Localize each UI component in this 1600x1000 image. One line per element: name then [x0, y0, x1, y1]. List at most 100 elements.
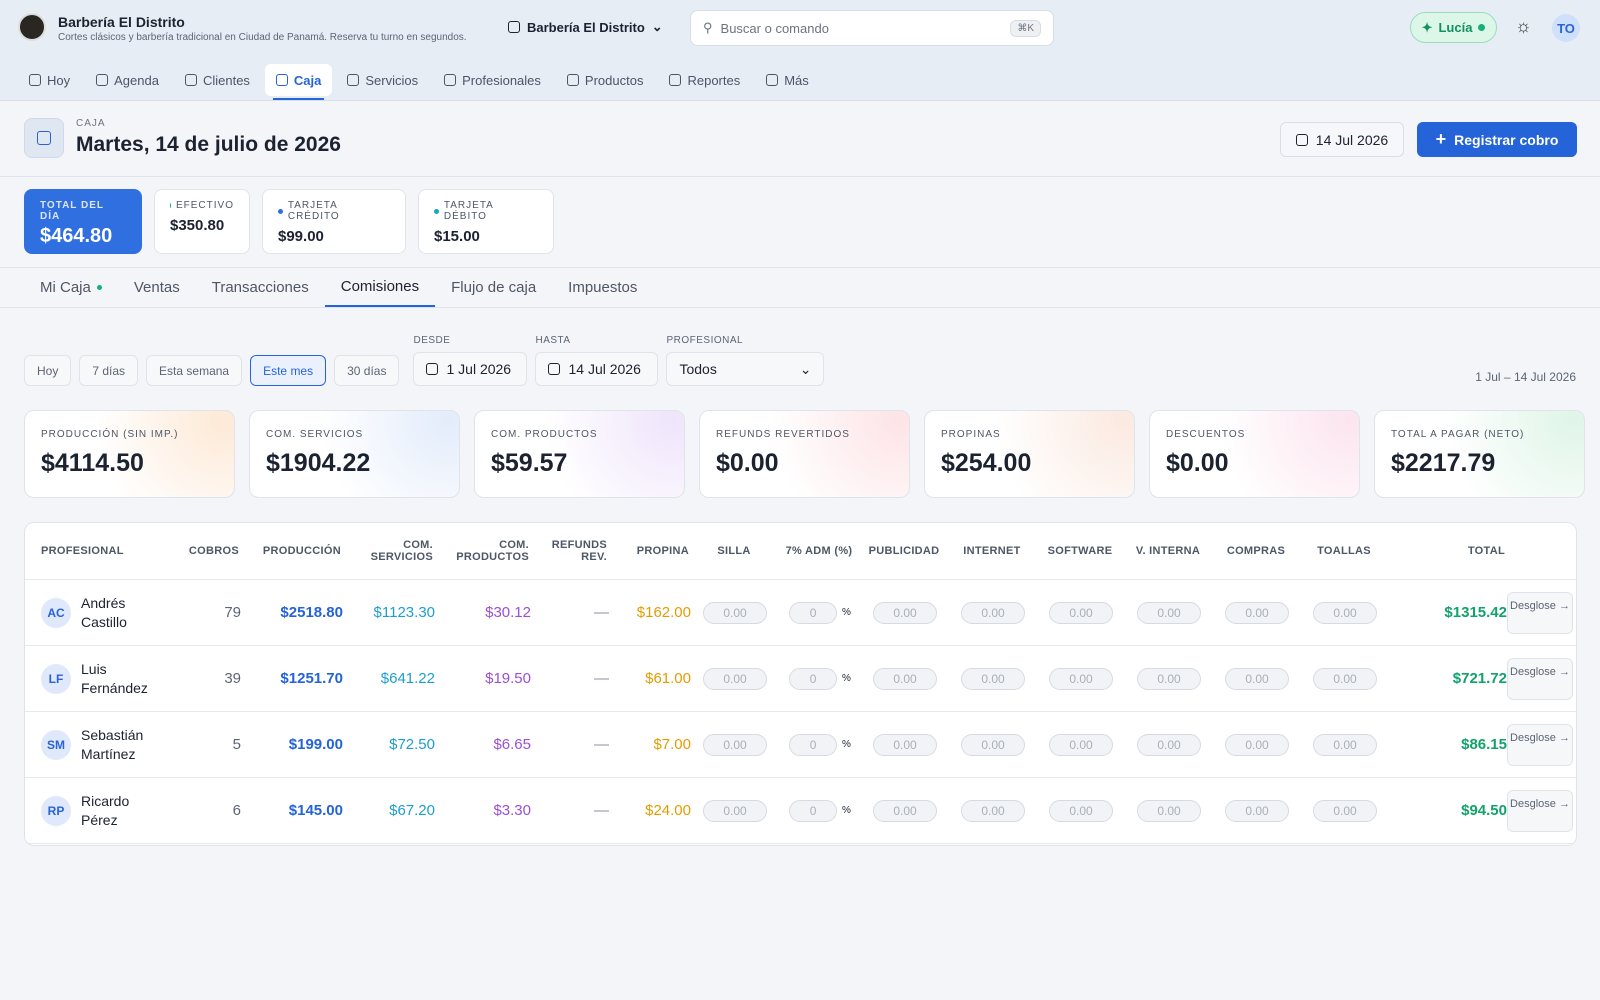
date-button[interactable]: 14 Jul 2026: [1280, 122, 1404, 157]
amount-input[interactable]: 0.00: [703, 733, 767, 756]
nav-item[interactable]: Hoy: [18, 64, 81, 96]
amount-input[interactable]: 0.00: [1225, 667, 1289, 690]
nav-label: Profesionales: [462, 72, 541, 88]
amount-input[interactable]: 0.00: [703, 667, 767, 690]
kpi-label: COM. SERVICIOS: [266, 429, 364, 440]
initials-avatar: RP: [41, 795, 71, 826]
amount-input[interactable]: 0.00: [703, 799, 767, 822]
breakdown-button[interactable]: Desglose →: [1507, 723, 1573, 766]
cell-total: $86.15: [1461, 736, 1507, 753]
column-header: SOFTWARE: [1047, 545, 1113, 557]
amount-input[interactable]: 0.00: [1137, 601, 1201, 624]
column-header: TOALLAS: [1317, 545, 1371, 557]
nav-item[interactable]: Clientes: [174, 64, 261, 96]
percent-sign: %: [842, 673, 851, 684]
amount-input[interactable]: 0.00: [961, 667, 1025, 690]
preset-button[interactable]: 30 días: [334, 355, 400, 386]
breakdown-button[interactable]: Desglose →: [1507, 789, 1573, 832]
preset-button[interactable]: Este mes: [250, 355, 327, 386]
tab[interactable]: Comisiones: [324, 268, 436, 307]
nav-item[interactable]: Reportes: [658, 64, 751, 96]
filter-value: Todos: [679, 361, 717, 377]
tab[interactable]: Mi Caja: [24, 268, 118, 307]
summary-card: TARJETA DÉBITO $15.00: [418, 189, 554, 254]
user-avatar[interactable]: TO: [1552, 14, 1580, 42]
location-selector[interactable]: Barbería El Distrito ⌄: [508, 19, 663, 35]
amount-input[interactable]: 0.00: [1137, 667, 1201, 690]
amount-input[interactable]: 0.00: [1313, 601, 1377, 624]
breakdown-button[interactable]: Desglose →: [1507, 657, 1573, 700]
amount-input[interactable]: 0.00: [873, 667, 937, 690]
filter-input[interactable]: Todos ⌄: [666, 352, 825, 386]
professional-cell: LF Luis Fernández: [25, 660, 175, 698]
amount-input[interactable]: 0.00: [961, 601, 1025, 624]
nav-item[interactable]: Agenda: [85, 64, 170, 96]
cell-total: $721.72: [1452, 670, 1507, 687]
preset-button[interactable]: Hoy: [24, 355, 72, 386]
preset-button[interactable]: 7 días: [79, 355, 139, 386]
breakdown-button[interactable]: Desglose →: [1507, 591, 1573, 634]
percent-sign: %: [842, 739, 851, 750]
amount-input[interactable]: 0.00: [1137, 733, 1201, 756]
amount-input[interactable]: 0.00: [1313, 667, 1377, 690]
initials-avatar: SM: [41, 729, 71, 760]
summary-label-text: TARJETA DÉBITO: [443, 200, 494, 222]
amount-input[interactable]: 0.00: [1313, 733, 1377, 756]
percent-input[interactable]: 0: [789, 799, 838, 822]
nav-item[interactable]: Profesionales: [433, 64, 552, 96]
primary-text: Registrar cobro: [1454, 131, 1559, 148]
nav-label: Productos: [584, 72, 644, 88]
percent-input[interactable]: 0: [789, 667, 838, 690]
divider: [0, 176, 1600, 177]
input-cell: 0.00: [949, 799, 1037, 822]
primary-action[interactable]: + Registrar cobro: [1417, 122, 1577, 157]
cell-propina: $61.00: [645, 670, 691, 687]
kpi-value: $0.00: [1166, 449, 1229, 477]
cell-total: $94.50: [1461, 802, 1507, 819]
amount-input[interactable]: 0.00: [1225, 601, 1289, 624]
initials-avatar: AC: [41, 597, 71, 628]
amount-input[interactable]: 0.00: [1049, 799, 1113, 822]
cell-cobros: 6: [232, 802, 241, 819]
kpi-label: PROPINAS: [941, 429, 1001, 440]
nav-item[interactable]: Productos: [556, 64, 655, 96]
kpi-value: $1904.22: [266, 449, 371, 477]
tab[interactable]: Flujo de caja: [435, 268, 552, 307]
tab[interactable]: Transacciones: [196, 268, 325, 307]
input-cell: 0.00: [1301, 799, 1389, 822]
assistant-button[interactable]: ✦ Lucía: [1410, 12, 1497, 43]
professional-name: Luis Fernández: [81, 660, 148, 696]
amount-input[interactable]: 0.00: [873, 733, 937, 756]
nav-item[interactable]: Caja: [264, 64, 333, 100]
amount-input[interactable]: 0.00: [1049, 667, 1113, 690]
percent-input[interactable]: 0: [789, 733, 838, 756]
amount-input[interactable]: 0.00: [1049, 733, 1113, 756]
amount-input[interactable]: 0.00: [703, 601, 767, 624]
nav-item[interactable]: Más: [755, 64, 820, 96]
top-bar: Barbería El Distrito Cortes clásicos y b…: [0, 0, 1600, 101]
search-box[interactable]: ⚲ Buscar o comando ⌘K: [690, 10, 1054, 46]
amount-input[interactable]: 0.00: [1049, 601, 1113, 624]
amount-input[interactable]: 0.00: [961, 799, 1025, 822]
cell-propina: $162.00: [636, 604, 691, 621]
input-cell: 0.00: [1213, 733, 1301, 756]
amount-input[interactable]: 0.00: [873, 799, 937, 822]
amount-input[interactable]: 0.00: [1225, 799, 1289, 822]
preset-button[interactable]: Esta semana: [146, 355, 243, 386]
tab[interactable]: Impuestos: [552, 268, 653, 307]
percent-cell: 0%: [779, 601, 861, 624]
amount-input[interactable]: 0.00: [961, 733, 1025, 756]
nav-item[interactable]: Servicios: [336, 64, 429, 96]
input-cell: 0.00: [691, 799, 779, 822]
tab[interactable]: Ventas: [118, 268, 196, 307]
amount-input[interactable]: 0.00: [873, 601, 937, 624]
input-cell: 0.00: [1037, 667, 1125, 690]
amount-input[interactable]: 0.00: [1225, 733, 1289, 756]
percent-input[interactable]: 0: [789, 601, 838, 624]
amount-input[interactable]: 0.00: [1313, 799, 1377, 822]
filter-input[interactable]: 1 Jul 2026: [413, 352, 528, 386]
filter-input[interactable]: 14 Jul 2026: [535, 352, 659, 386]
amount-input[interactable]: 0.00: [1137, 799, 1201, 822]
theme-toggle[interactable]: ☼: [1515, 16, 1532, 36]
brand-name: Barbería El Distrito: [58, 14, 185, 30]
